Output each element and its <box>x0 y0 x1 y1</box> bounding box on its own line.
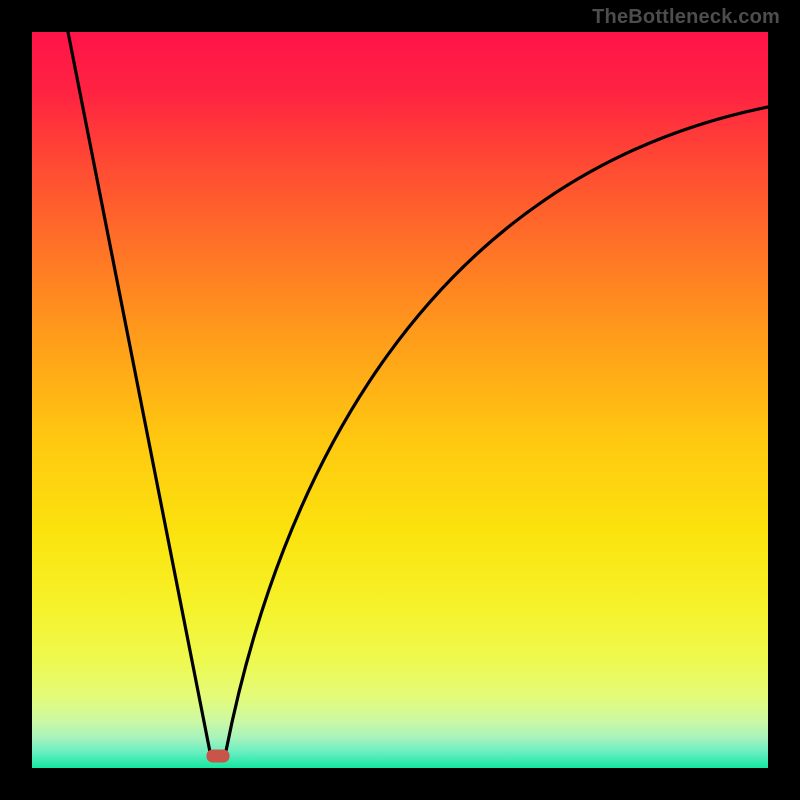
chart-frame: TheBottleneck.com <box>0 0 800 800</box>
plot-area <box>32 32 768 768</box>
minimum-marker <box>207 750 230 763</box>
watermark-text: TheBottleneck.com <box>592 6 780 29</box>
bottleneck-curve <box>68 32 768 752</box>
curve-layer <box>32 32 768 768</box>
